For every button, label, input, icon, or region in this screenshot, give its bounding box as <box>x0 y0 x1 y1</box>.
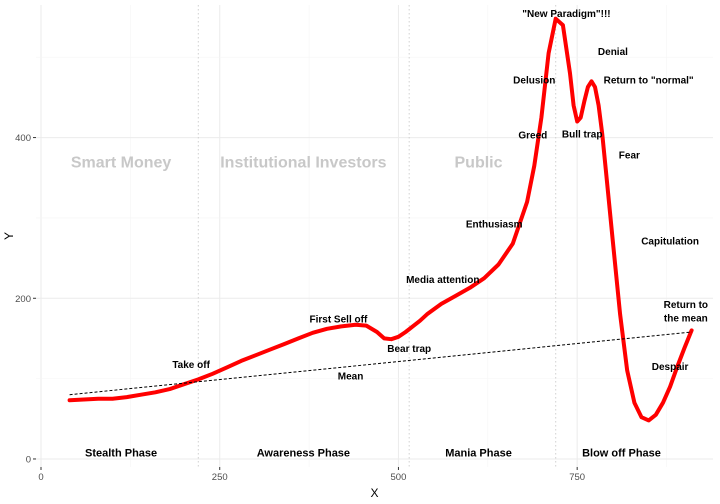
annotation-label: "New Paradigm"!!! <box>522 9 610 20</box>
annotation-label: Media attention <box>406 275 479 286</box>
phase-labels: Stealth Phase Awareness Phase Mania Phase B… <box>85 448 661 460</box>
annotation-label: the mean <box>664 314 708 325</box>
annotation-label: Return to <box>664 300 708 311</box>
phase-label: Mania Phase <box>445 448 512 460</box>
panel-background <box>36 5 713 467</box>
series-layer <box>67 16 694 423</box>
annotation-label: Capitulation <box>641 236 699 247</box>
annotation-label: Return to "normal" <box>604 76 694 87</box>
phase-label: Stealth Phase <box>85 448 157 460</box>
phase-label: Blow off Phase <box>582 448 661 460</box>
y-tick-label: 0 <box>26 454 31 465</box>
x-tick-label: 0 <box>38 472 43 483</box>
annotation-label: First Sell off <box>309 314 367 325</box>
annotation-label: Mean <box>338 371 364 382</box>
phase-dividers <box>197 5 557 467</box>
phase-label: Awareness Phase <box>257 448 350 460</box>
group-label: Public <box>455 155 503 172</box>
mean-line <box>69 331 692 396</box>
annotation-label: Take off <box>172 360 210 371</box>
x-tick-label: 500 <box>391 472 407 483</box>
grid <box>36 5 713 467</box>
group-labels: Smart Money Institutional Investors Public <box>71 155 503 172</box>
annotation-label: Bear trap <box>387 344 431 355</box>
group-label: Smart Money <box>71 155 172 172</box>
annotation-label: Enthusiasm <box>466 220 523 231</box>
x-tick-label: 250 <box>212 472 228 483</box>
annotations: "New Paradigm"!!! Denial Delusion Return to… <box>172 9 708 382</box>
annotation-label: Greed <box>518 130 547 141</box>
annotation-label: Denial <box>598 47 628 58</box>
annotation-label: Fear <box>619 150 640 161</box>
group-label: Institutional Investors <box>220 155 386 172</box>
y-axis-title: Y <box>2 232 16 240</box>
x-axis-title: X <box>370 486 378 500</box>
price-line <box>67 16 694 423</box>
x-tick-label: 750 <box>569 472 585 483</box>
y-tick-label: 400 <box>15 133 31 144</box>
y-tick-label: 200 <box>15 294 31 305</box>
axes: 0 250 500 750 0 200 400 <box>15 133 585 483</box>
annotation-label: Delusion <box>513 76 555 87</box>
annotation-label: Bull trap <box>562 130 603 141</box>
annotation-label: Despair <box>652 362 689 373</box>
